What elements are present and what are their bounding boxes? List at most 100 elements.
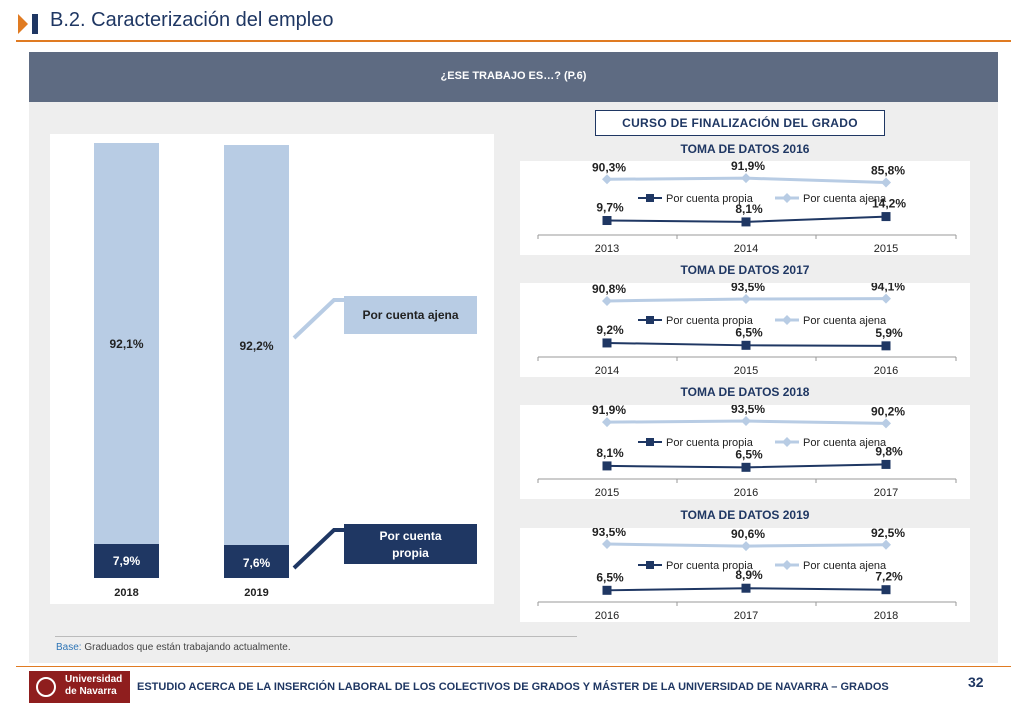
legend-por-cuenta-propia: Por cuenta propia xyxy=(344,524,477,564)
legend-ajena-marker xyxy=(782,193,792,203)
point-ajena xyxy=(602,539,612,550)
legend-ajena-marker xyxy=(782,560,792,570)
page-title: B.2. Caracterización del empleo xyxy=(50,9,334,31)
x-tick-label: 2014 xyxy=(734,243,758,255)
data-label-propia: 6,5% xyxy=(735,325,763,339)
x-tick-label: 2015 xyxy=(874,243,898,255)
data-label-propia: 9,2% xyxy=(596,323,624,337)
point-propia xyxy=(602,338,612,348)
x-tick-label: 2015 xyxy=(734,365,758,377)
point-ajena xyxy=(741,173,751,184)
point-propia xyxy=(602,461,612,471)
data-label-ajena: 93,5% xyxy=(731,283,765,294)
x-tick-label: 2016 xyxy=(734,487,758,499)
data-label-propia: 8,9% xyxy=(735,568,763,582)
bar-label-2018-ajena: 92,1% xyxy=(109,337,144,351)
legend-propia-marker xyxy=(646,194,654,202)
data-label-ajena: 91,9% xyxy=(592,405,626,417)
point-propia xyxy=(602,585,612,595)
point-ajena xyxy=(881,177,891,188)
point-propia xyxy=(881,585,891,595)
data-label-propia: 6,5% xyxy=(735,447,763,461)
legend-propia-text: Por cuenta propia xyxy=(666,315,754,327)
legend-ajena-text: Por cuenta ajena xyxy=(803,193,887,205)
legend-ajena-marker xyxy=(782,315,792,325)
point-ajena xyxy=(741,416,751,427)
chart-legend: Por cuenta propia Por cuenta ajena xyxy=(638,193,887,205)
logo-line1: Universidad xyxy=(65,674,123,685)
point-ajena xyxy=(881,539,891,550)
legend-por-cuenta-ajena: Por cuenta ajena xyxy=(344,296,477,334)
base-note: Base: Graduados que están trabajando act… xyxy=(56,642,291,653)
toma-title-2018: TOMA DE DATOS 2018 xyxy=(680,385,810,399)
legend-ajena-text: Por cuenta ajena xyxy=(803,560,887,572)
chevron-logo-icon xyxy=(18,14,38,34)
legend-propia-text: Por cuenta propia xyxy=(666,560,754,572)
point-propia xyxy=(741,217,751,227)
page-number: 32 xyxy=(968,674,984,690)
bar-2018-propia xyxy=(94,544,159,578)
point-ajena xyxy=(741,294,751,305)
x-tick-label: 2017 xyxy=(734,610,758,622)
bar-2018-ajena xyxy=(94,143,159,544)
data-label-ajena: 90,2% xyxy=(871,405,905,418)
point-ajena xyxy=(602,174,612,185)
legend-ajena-text: Por cuenta ajena xyxy=(803,315,887,327)
section-title-box: CURSO DE FINALIZACIÓN DEL GRADO xyxy=(595,110,885,136)
chart-legend: Por cuenta propia Por cuenta ajena xyxy=(638,437,887,449)
study-title: ESTUDIO ACERCA DE LA INSERCIÓN LABORAL D… xyxy=(137,681,889,693)
data-label-ajena: 90,3% xyxy=(592,161,626,174)
bar-2019-ajena xyxy=(224,145,289,545)
data-label-propia: 9,7% xyxy=(596,201,624,215)
x-tick-label: 2015 xyxy=(595,487,619,499)
x-tick-label: 2014 xyxy=(595,365,619,377)
point-ajena xyxy=(881,293,891,304)
point-ajena xyxy=(602,295,612,306)
legend-propia-text: Por cuenta propia xyxy=(666,437,754,449)
toma-title-2019: TOMA DE DATOS 2019 xyxy=(680,508,810,522)
data-label-ajena: 90,8% xyxy=(592,283,626,296)
bar-category-2019: 2019 xyxy=(244,587,269,599)
data-label-propia: 8,1% xyxy=(735,202,763,216)
logo-text: Universidad de Navarra xyxy=(65,674,122,698)
data-label-propia: 14,2% xyxy=(872,197,906,211)
legend-ajena-label: Por cuenta ajena xyxy=(362,308,459,322)
chart-legend: Por cuenta propia Por cuenta ajena xyxy=(638,315,887,327)
legend-ajena-marker xyxy=(782,437,792,447)
point-propia xyxy=(741,583,751,593)
data-label-ajena: 90,6% xyxy=(731,528,765,541)
toma-title-2017: TOMA DE DATOS 2017 xyxy=(680,263,810,277)
data-label-propia: 6,5% xyxy=(596,570,624,584)
question-banner: ¿ESE TRABAJO ES…? (P.6) xyxy=(29,52,998,102)
bar-label-2019-ajena: 92,2% xyxy=(239,339,274,353)
bar-2019-propia xyxy=(224,545,289,578)
bar-label-2019-propia: 7,6% xyxy=(242,556,271,570)
legend-ajena-text: Por cuenta ajena xyxy=(803,437,887,449)
legend-propia-label-line2: propia xyxy=(392,546,429,560)
data-label-ajena: 92,5% xyxy=(871,528,905,540)
legend-propia-label-line1: Por cuenta xyxy=(379,529,442,543)
legend-propia-marker xyxy=(646,316,654,324)
question-text: ¿ESE TRABAJO ES…? (P.6) xyxy=(440,70,587,82)
point-propia xyxy=(881,459,891,469)
legend-propia-text: Por cuenta propia xyxy=(666,193,754,205)
legend-connectors xyxy=(292,298,344,570)
university-logo: Universidad de Navarra xyxy=(29,671,130,703)
data-label-propia: 8,1% xyxy=(596,446,624,460)
base-text: Graduados que están trabajando actualmen… xyxy=(81,642,291,653)
chart-legend: Por cuenta propia Por cuenta ajena xyxy=(638,560,887,572)
data-label-propia: 5,9% xyxy=(875,326,903,340)
bar-category-2018: 2018 xyxy=(114,587,139,599)
point-ajena xyxy=(881,418,891,429)
data-label-ajena: 91,9% xyxy=(731,161,765,173)
point-propia xyxy=(741,340,751,350)
bar-label-2018-propia: 7,9% xyxy=(112,554,141,568)
logo-line2: de Navarra xyxy=(65,686,117,697)
data-label-ajena: 93,5% xyxy=(731,405,765,416)
data-label-propia: 7,2% xyxy=(875,570,903,584)
seal-icon xyxy=(36,677,56,697)
point-ajena xyxy=(741,541,751,552)
